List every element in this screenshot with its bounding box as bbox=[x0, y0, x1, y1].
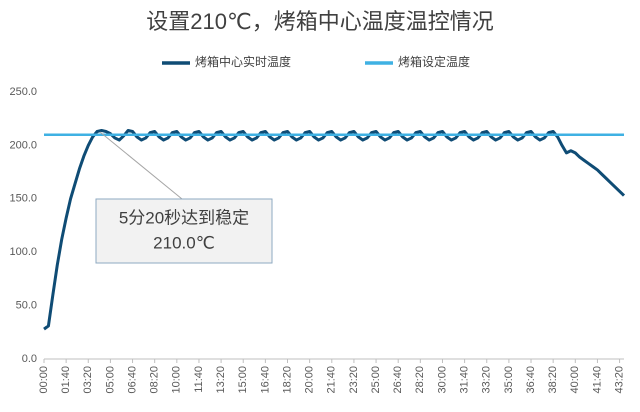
x-tick-label: 20:00 bbox=[304, 366, 316, 394]
chart-title: 设置210℃，烤箱中心温度温控情况 bbox=[146, 9, 493, 34]
x-tick-label: 41:40 bbox=[591, 366, 603, 394]
x-tick-label: 25:00 bbox=[370, 366, 382, 394]
x-tick-label: 03:20 bbox=[82, 366, 94, 394]
x-tick-label: 11:40 bbox=[193, 366, 205, 393]
y-tick-label: 150.0 bbox=[9, 193, 37, 205]
y-tick-label: 0.0 bbox=[22, 353, 37, 365]
x-tick-label: 08:20 bbox=[149, 366, 161, 394]
legend: 烤箱中心实时温度 烤箱设定温度 bbox=[162, 54, 470, 69]
x-tick-label: 10:00 bbox=[171, 366, 183, 394]
x-tick-label: 28:20 bbox=[414, 366, 426, 394]
x-tick-label: 26:40 bbox=[392, 366, 404, 394]
x-tick-label: 31:40 bbox=[459, 366, 471, 394]
x-tick-label: 21:40 bbox=[326, 366, 338, 394]
x-tick-label: 16:40 bbox=[259, 366, 271, 394]
x-tick-label: 13:20 bbox=[215, 366, 227, 394]
y-tick-label: 200.0 bbox=[9, 139, 37, 151]
x-tick-label: 01:40 bbox=[60, 366, 72, 394]
y-tick-label: 50.0 bbox=[16, 300, 37, 312]
x-tick-label: 18:20 bbox=[281, 366, 293, 394]
x-tick-label: 36:40 bbox=[525, 366, 537, 394]
x-tick-label: 23:20 bbox=[348, 366, 360, 394]
x-tick-label: 15:00 bbox=[237, 366, 249, 394]
x-tick-label: 06:40 bbox=[126, 366, 138, 394]
plot-area: 0.0 50.0 100.0 150.0 200.0 250.0 00:00 01:40 03:… bbox=[9, 86, 625, 394]
y-tick-label: 250.0 bbox=[9, 86, 37, 98]
annotation-text: 210.0℃ bbox=[153, 233, 215, 252]
x-tick-label: 33:20 bbox=[481, 366, 493, 394]
annotation-text: 5分20秒达到稳定 bbox=[119, 208, 249, 227]
x-tick-label: 40:00 bbox=[569, 366, 581, 394]
leader-line bbox=[99, 131, 183, 200]
x-tick-label: 00:00 bbox=[38, 366, 50, 394]
y-tick-label: 100.0 bbox=[9, 246, 37, 258]
x-tick-label: 30:00 bbox=[436, 366, 448, 394]
annotation-box bbox=[95, 198, 273, 264]
x-tick-label: 43:20 bbox=[613, 366, 625, 394]
x-tick-label: 35:00 bbox=[503, 366, 515, 394]
legend-label: 烤箱设定温度 bbox=[398, 54, 470, 69]
x-tick-label: 38:20 bbox=[547, 366, 559, 394]
x-tick-label: 05:00 bbox=[104, 366, 116, 394]
legend-label: 烤箱中心实时温度 bbox=[195, 54, 291, 69]
